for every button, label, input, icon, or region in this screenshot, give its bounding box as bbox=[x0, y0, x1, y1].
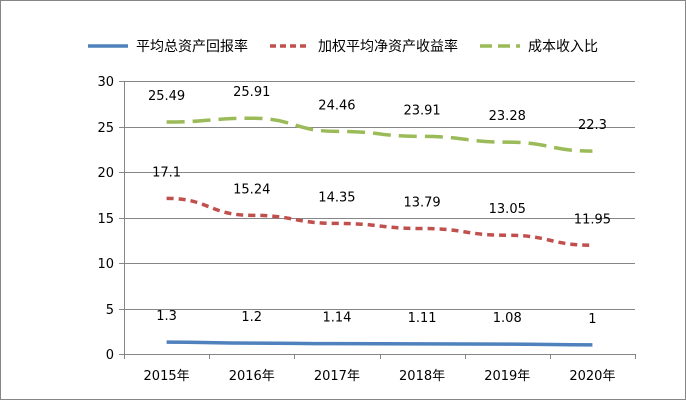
legend-label-1: 加权平均净资产收益率 bbox=[318, 38, 458, 55]
data-label: 22.3 bbox=[578, 118, 607, 133]
data-label: 11.95 bbox=[574, 212, 611, 227]
y-tick-label: 25 bbox=[97, 121, 114, 136]
data-label: 1.14 bbox=[322, 311, 351, 326]
axes: 0 5 10 15 20 25 30 2015年 2016年 2017年 2018年 2019年 202… bbox=[97, 75, 636, 384]
data-label: 1 bbox=[588, 312, 596, 327]
series-line-2 bbox=[166, 116, 593, 153]
data-label: 1.2 bbox=[241, 310, 262, 325]
y-tick-label: 20 bbox=[97, 166, 114, 181]
x-tick-label: 2018年 bbox=[399, 369, 445, 384]
legend-label-2: 成本收入比 bbox=[528, 39, 598, 55]
y-tick-label: 5 bbox=[106, 303, 114, 318]
gridlines bbox=[124, 81, 635, 310]
series-line-1 bbox=[166, 196, 593, 248]
y-tick-label: 0 bbox=[106, 348, 114, 363]
x-tick-label: 2016年 bbox=[229, 369, 275, 384]
data-label: 25.91 bbox=[233, 85, 270, 100]
data-label: 13.05 bbox=[489, 202, 526, 217]
x-tick-label: 2015年 bbox=[144, 369, 190, 384]
data-label: 15.24 bbox=[233, 182, 270, 197]
data-label: 17.1 bbox=[152, 165, 181, 180]
y-tick-label: 10 bbox=[97, 257, 114, 272]
series-line-0 bbox=[166, 340, 593, 347]
data-label: 14.35 bbox=[318, 190, 355, 205]
data-labels: 1.3 1.2 1.14 1.11 1.08 1 17.1 15.24 14.35 13.79 13… bbox=[148, 85, 611, 327]
legend: 平均总资产回报率 加权平均净资产收益率 成本收入比 bbox=[88, 38, 598, 55]
x-tick-label: 2020年 bbox=[569, 369, 615, 384]
data-label: 1.3 bbox=[156, 309, 177, 324]
data-label: 1.11 bbox=[408, 311, 437, 326]
y-tick-label: 15 bbox=[97, 212, 114, 227]
data-label: 1.08 bbox=[493, 311, 522, 326]
data-label: 25.49 bbox=[148, 89, 185, 104]
data-label: 13.79 bbox=[403, 196, 440, 211]
y-tick-label: 30 bbox=[97, 75, 114, 90]
data-label: 24.46 bbox=[318, 98, 355, 113]
x-tick-label: 2017年 bbox=[314, 369, 360, 384]
series-lines bbox=[166, 116, 593, 347]
data-label: 23.28 bbox=[489, 109, 526, 124]
legend-label-0: 平均总资产回报率 bbox=[136, 38, 248, 55]
x-tick-label: 2019年 bbox=[484, 369, 530, 384]
data-label: 23.91 bbox=[403, 103, 440, 118]
